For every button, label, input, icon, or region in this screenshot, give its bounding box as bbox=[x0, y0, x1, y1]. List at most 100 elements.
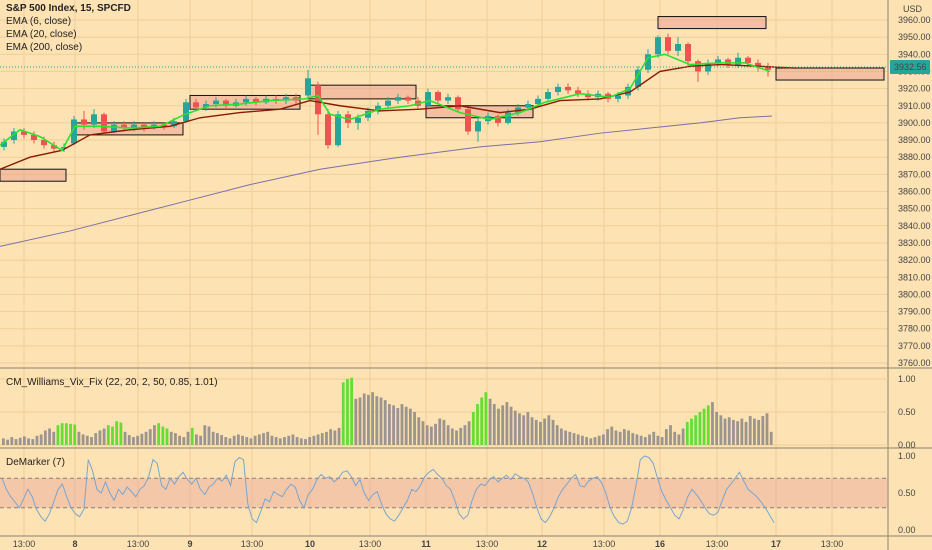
candle-body bbox=[305, 78, 311, 96]
legend-ema20[interactable]: EMA (20, close) bbox=[6, 29, 77, 40]
price-tick-label: 3890.00 bbox=[898, 135, 931, 145]
vix-bar bbox=[316, 434, 320, 445]
vix-bar bbox=[304, 439, 307, 445]
ema20-line bbox=[0, 63, 796, 170]
time-tick-label: 13:00 bbox=[13, 539, 36, 549]
vix-bar bbox=[161, 426, 165, 445]
candle-body bbox=[455, 97, 461, 110]
vix-bar bbox=[94, 433, 98, 445]
candle-body bbox=[745, 57, 751, 63]
vix-bar bbox=[165, 428, 169, 445]
vix-bar bbox=[379, 397, 383, 445]
vix-bar bbox=[400, 404, 404, 445]
time-tick-label: 13:00 bbox=[476, 539, 499, 549]
vix-bar bbox=[211, 431, 215, 445]
vix-bar bbox=[610, 426, 614, 445]
vix-bar bbox=[463, 425, 467, 445]
vix-bar bbox=[702, 408, 706, 445]
candle-body bbox=[51, 145, 57, 149]
vix-bar bbox=[618, 431, 622, 445]
candle-body bbox=[435, 92, 441, 101]
time-tick-label: 17 bbox=[771, 539, 781, 549]
price-badge-label: 3932.56 bbox=[894, 62, 927, 72]
candle-body bbox=[81, 119, 87, 125]
vix-bar bbox=[350, 377, 354, 445]
candle-body bbox=[445, 97, 451, 101]
price-tick-label: 3800.00 bbox=[898, 289, 931, 299]
price-tick-label: 3850.00 bbox=[898, 204, 931, 214]
price-tick-label: 3880.00 bbox=[898, 152, 931, 162]
vix-bar bbox=[706, 405, 710, 445]
candle-body bbox=[665, 37, 671, 51]
candle-body bbox=[565, 86, 571, 91]
vix-bar bbox=[148, 429, 152, 445]
vix-bar bbox=[308, 437, 312, 445]
time-tick-label: 13:00 bbox=[593, 539, 616, 549]
vix-bar bbox=[182, 437, 186, 445]
vix-bar bbox=[467, 421, 471, 445]
candle-body bbox=[495, 116, 501, 123]
candle-body bbox=[505, 112, 511, 123]
supply-demand-zone bbox=[775, 67, 885, 81]
vix-bar bbox=[404, 406, 408, 445]
vix-bar bbox=[660, 437, 664, 445]
vix-tick-label: 0.00 bbox=[898, 440, 916, 450]
candle-body bbox=[223, 100, 229, 106]
demarker-line bbox=[1, 455, 775, 525]
time-tick-label: 10 bbox=[305, 539, 315, 549]
chart-title: S&P 500 Index, 15, SPCFD bbox=[6, 3, 131, 14]
candle-body bbox=[575, 90, 581, 94]
vix-bar bbox=[585, 437, 588, 445]
candle-body bbox=[71, 119, 77, 144]
vix-bar bbox=[283, 437, 286, 445]
vix-bar bbox=[52, 431, 56, 445]
vix-bar bbox=[186, 431, 190, 445]
candle-body bbox=[161, 124, 167, 127]
vix-bar bbox=[291, 434, 295, 445]
candle-body bbox=[635, 69, 641, 87]
vix-tick-label: 0.50 bbox=[898, 407, 916, 417]
vix-bar bbox=[262, 433, 265, 445]
vix-bar bbox=[622, 429, 626, 445]
legend-ema200[interactable]: EMA (200, close) bbox=[6, 42, 83, 53]
candle-body bbox=[685, 44, 691, 62]
vix-bar bbox=[178, 435, 182, 445]
vix-bar bbox=[459, 427, 463, 445]
candle-body bbox=[213, 100, 219, 105]
vix-bar bbox=[526, 412, 530, 445]
vix-bar bbox=[132, 437, 135, 445]
vix-bar bbox=[106, 425, 110, 445]
vix-bar bbox=[31, 439, 35, 445]
candle-body bbox=[655, 37, 661, 55]
vix-bar bbox=[27, 438, 30, 445]
vix-bar bbox=[287, 435, 291, 445]
vix-bar bbox=[270, 435, 274, 445]
vix-bar bbox=[597, 435, 601, 445]
vix-bar bbox=[190, 427, 194, 445]
vix-bar bbox=[371, 392, 375, 445]
vix-bar bbox=[274, 437, 278, 445]
vix-bar bbox=[455, 430, 458, 445]
candle-body bbox=[425, 92, 431, 106]
price-tick-label: 3820.00 bbox=[898, 255, 931, 265]
vix-bar bbox=[18, 437, 22, 445]
vix-bar bbox=[518, 413, 521, 445]
price-tick-label: 3910.00 bbox=[898, 101, 931, 111]
candle-body bbox=[465, 109, 471, 132]
price-tick-label: 3920.00 bbox=[898, 84, 931, 94]
vix-bar bbox=[564, 430, 568, 445]
vix-bar bbox=[492, 404, 496, 445]
demarker-pane-title[interactable]: DeMarker (7) bbox=[6, 457, 65, 468]
vix-bar bbox=[476, 404, 479, 445]
candle-body bbox=[405, 97, 411, 101]
vix-bar bbox=[232, 435, 236, 445]
supply-demand-zone bbox=[0, 168, 67, 182]
vix-bar bbox=[119, 422, 123, 445]
vix-tick-label: 1.00 bbox=[898, 374, 916, 384]
vix-pane-title[interactable]: CM_Williams_Vix_Fix (22, 20, 2, 50, 0.85… bbox=[6, 377, 218, 388]
price-tick-label: 3870.00 bbox=[898, 169, 931, 179]
vix-bar bbox=[757, 419, 761, 445]
vix-bar bbox=[748, 415, 752, 445]
legend-ema6[interactable]: EMA (6, close) bbox=[6, 16, 72, 27]
vix-bar bbox=[39, 434, 43, 445]
